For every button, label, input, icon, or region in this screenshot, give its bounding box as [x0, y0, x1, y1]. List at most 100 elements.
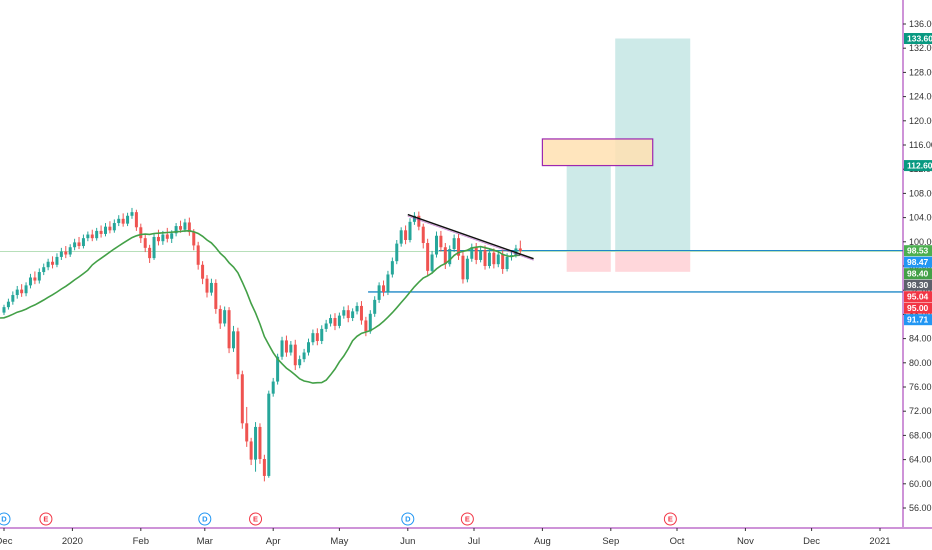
- candle: [218, 305, 222, 329]
- candle-body: [20, 289, 24, 294]
- candle-body: [81, 238, 85, 247]
- candle: [492, 248, 496, 269]
- candle-body: [474, 247, 478, 260]
- price-badge: 95.00: [904, 302, 932, 314]
- candle-body: [28, 277, 32, 286]
- event-letter: D: [202, 515, 208, 524]
- position-loss-zone-1[interactable]: [615, 251, 691, 272]
- trendline[interactable]: [407, 213, 534, 261]
- candle: [302, 348, 306, 363]
- candle-body: [271, 381, 275, 394]
- candle-body: [452, 238, 456, 250]
- event-marker[interactable]: D: [401, 512, 415, 526]
- position-loss-zone-0[interactable]: [566, 251, 611, 272]
- candle-body: [99, 230, 103, 234]
- candle-body: [443, 247, 447, 265]
- candle: [307, 338, 311, 356]
- candle: [148, 244, 152, 263]
- event-circle: [401, 512, 415, 526]
- candle: [284, 335, 288, 357]
- price-tick-label: 116.00: [909, 140, 932, 150]
- candle: [15, 285, 19, 299]
- trendline-line[interactable]: [407, 213, 534, 260]
- candle-body: [254, 426, 258, 460]
- position-profit-zone-0[interactable]: [566, 165, 611, 252]
- price-tick-label: 64.00: [909, 455, 932, 465]
- candle-body: [311, 333, 315, 343]
- price-tick-label: 136.00: [909, 19, 932, 29]
- event-circle: [249, 512, 263, 526]
- candle: [64, 246, 68, 259]
- candle: [28, 273, 32, 289]
- moving-average: [0, 229, 521, 384]
- price-badge-bg: [904, 256, 932, 268]
- candle-body: [156, 236, 160, 242]
- candle: [108, 221, 112, 234]
- candle-body: [245, 423, 249, 442]
- candle: [479, 246, 483, 263]
- candle: [90, 229, 94, 242]
- candle: [470, 243, 474, 262]
- candle: [117, 215, 121, 227]
- zone-rectangle[interactable]: [541, 138, 654, 167]
- candle-body: [231, 331, 235, 349]
- candle: [373, 296, 377, 317]
- candle: [426, 238, 430, 276]
- candle: [37, 268, 41, 284]
- candle: [183, 218, 187, 233]
- candle: [382, 280, 386, 297]
- price-tick-label: 72.00: [909, 406, 932, 416]
- candle-body: [165, 234, 169, 239]
- candle-body: [174, 226, 178, 234]
- event-marker[interactable]: E: [39, 512, 53, 526]
- candle: [156, 229, 160, 246]
- candle: [439, 230, 443, 252]
- event-letter: D: [405, 515, 411, 524]
- price-tick-label: 104.00: [909, 213, 932, 223]
- candle: [417, 211, 421, 231]
- event-marker[interactable]: D: [0, 512, 11, 526]
- candle: [112, 219, 116, 233]
- time-tick-label: Jul: [468, 536, 480, 547]
- price-badge-bg: [904, 279, 932, 291]
- price-badge-bg: [904, 160, 932, 172]
- candle-body: [236, 331, 240, 375]
- candle-body: [417, 215, 421, 227]
- candle: [187, 217, 191, 236]
- candle: [452, 234, 456, 253]
- candle: [81, 234, 85, 249]
- price-badge-label: 112.60: [907, 161, 932, 171]
- candle: [320, 325, 324, 345]
- zone-box[interactable]: [541, 138, 654, 167]
- candle: [99, 225, 103, 238]
- price-badge-label: 95.00: [907, 303, 929, 313]
- candle: [390, 257, 394, 278]
- time-tick-label: 2021: [869, 536, 890, 547]
- candle: [55, 253, 59, 268]
- time-axis[interactable]: Dec 2020 Feb Mar Apr May Jun Jul Aug Sep Oct Nov Dec…: [0, 527, 932, 550]
- candle: [223, 306, 227, 327]
- event-letter: E: [465, 515, 470, 524]
- event-marker[interactable]: E: [249, 512, 263, 526]
- event-letter: D: [1, 515, 7, 524]
- candle: [359, 301, 363, 325]
- event-marker[interactable]: E: [663, 512, 677, 526]
- candle: [104, 223, 108, 237]
- candle: [77, 236, 81, 250]
- event-marker[interactable]: D: [198, 512, 212, 526]
- candle: [448, 245, 452, 267]
- candle-body: [479, 250, 483, 260]
- candle: [293, 339, 297, 371]
- candle: [20, 284, 24, 297]
- time-tick-label: Dec: [803, 536, 820, 547]
- candle-body: [408, 221, 412, 240]
- event-marker[interactable]: E: [460, 512, 474, 526]
- candle-body: [42, 267, 46, 273]
- candle-body: [320, 328, 324, 342]
- price-badge-label: 91.71: [907, 315, 929, 325]
- event-circle: [460, 512, 474, 526]
- candle-body: [2, 307, 6, 313]
- candle: [95, 227, 99, 241]
- price-badge-bg: [904, 314, 932, 326]
